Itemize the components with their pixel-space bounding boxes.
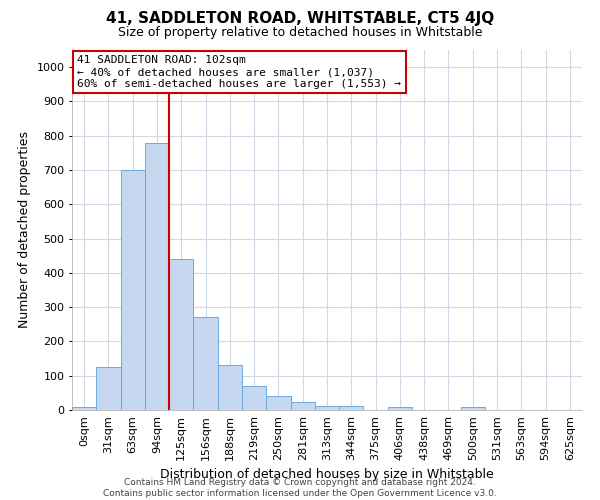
Bar: [388, 406, 412, 410]
Y-axis label: Number of detached properties: Number of detached properties: [18, 132, 31, 328]
Bar: [290, 402, 315, 410]
Bar: [461, 408, 485, 410]
Bar: [96, 367, 121, 410]
Bar: [315, 406, 339, 410]
Bar: [242, 386, 266, 410]
Bar: [72, 408, 96, 410]
X-axis label: Distribution of detached houses by size in Whitstable: Distribution of detached houses by size …: [160, 468, 494, 481]
Text: Contains HM Land Registry data © Crown copyright and database right 2024.
Contai: Contains HM Land Registry data © Crown c…: [103, 478, 497, 498]
Bar: [169, 259, 193, 410]
Text: 41, SADDLETON ROAD, WHITSTABLE, CT5 4JQ: 41, SADDLETON ROAD, WHITSTABLE, CT5 4JQ: [106, 11, 494, 26]
Bar: [218, 364, 242, 410]
Text: Size of property relative to detached houses in Whitstable: Size of property relative to detached ho…: [118, 26, 482, 39]
Bar: [145, 142, 169, 410]
Bar: [121, 170, 145, 410]
Bar: [193, 318, 218, 410]
Bar: [266, 396, 290, 410]
Bar: [339, 406, 364, 410]
Text: 41 SADDLETON ROAD: 102sqm
← 40% of detached houses are smaller (1,037)
60% of se: 41 SADDLETON ROAD: 102sqm ← 40% of detac…: [77, 56, 401, 88]
